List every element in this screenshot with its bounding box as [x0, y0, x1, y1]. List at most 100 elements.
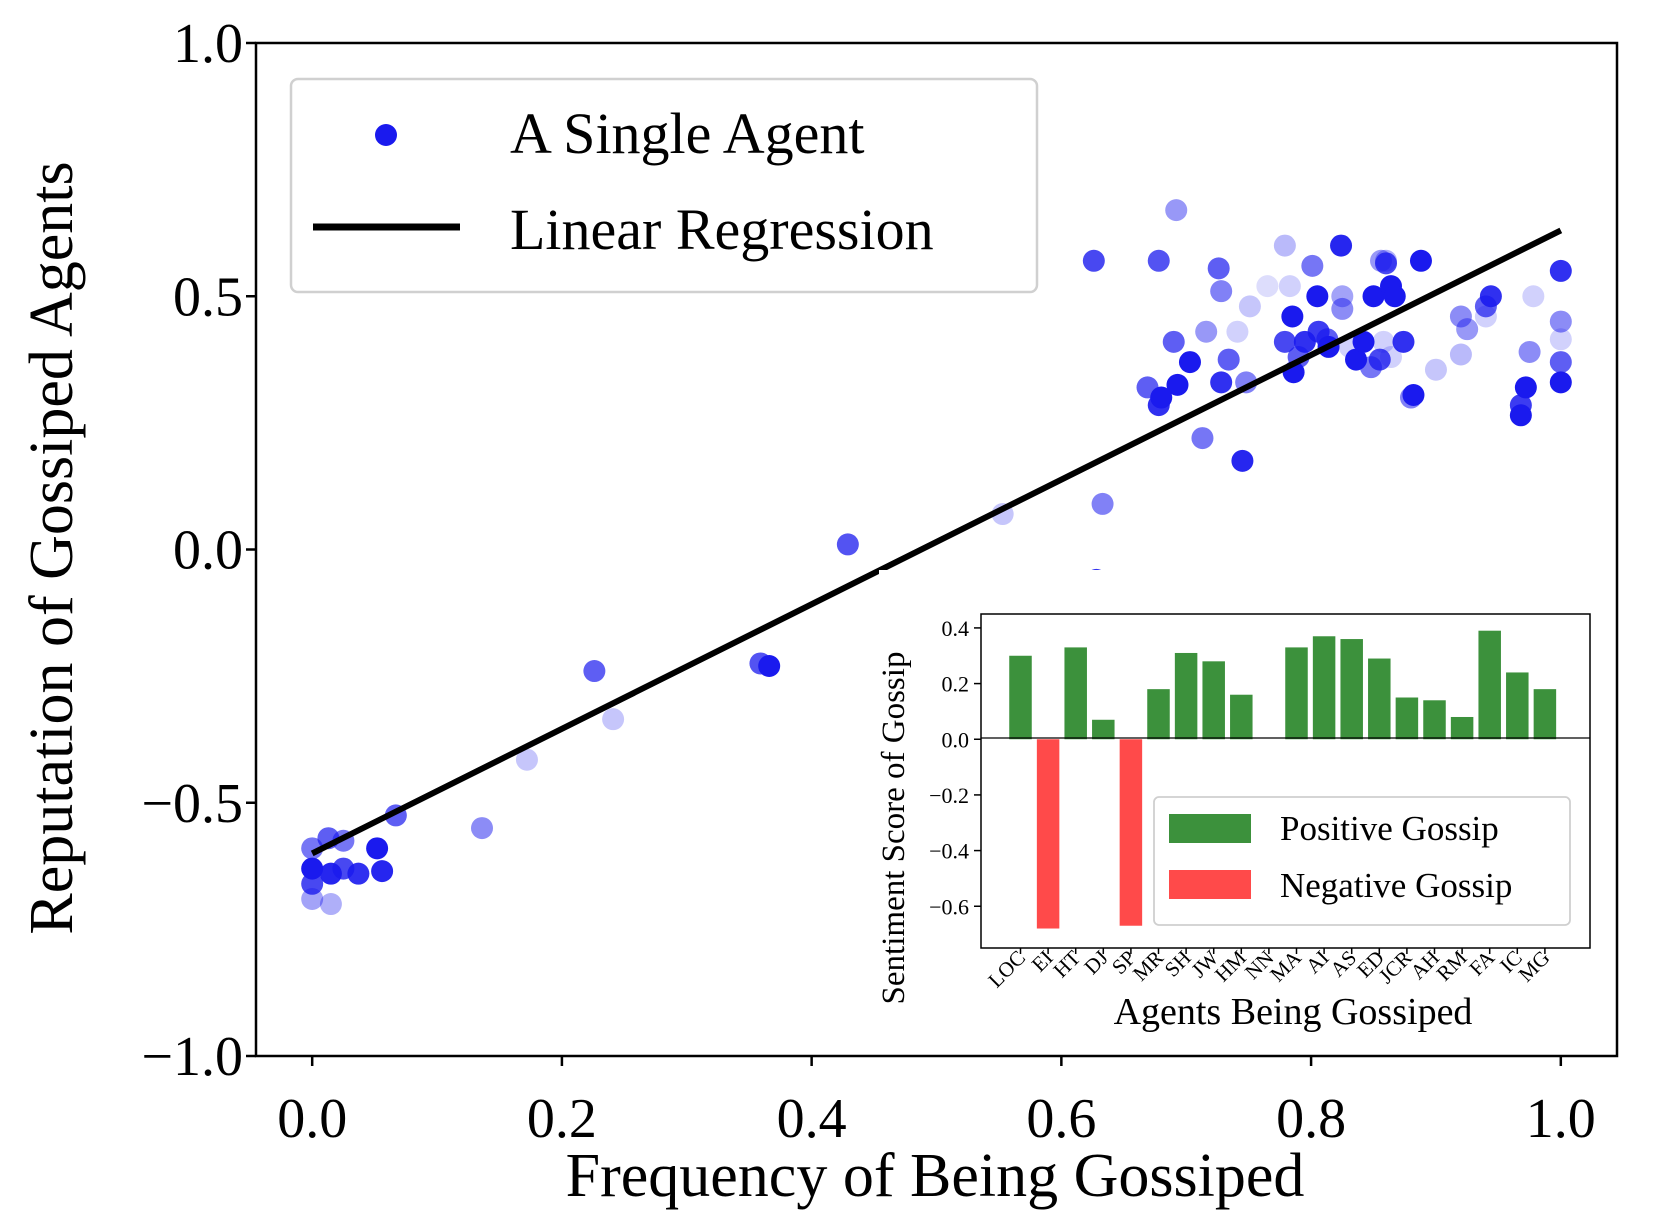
agent-point	[1147, 249, 1170, 272]
agent-point	[758, 654, 781, 677]
y-tick-label: 0.0	[173, 520, 243, 582]
agent-point	[1217, 348, 1240, 371]
agent-point	[319, 893, 342, 916]
agent-point	[1238, 295, 1261, 318]
agent-point	[347, 862, 370, 885]
agent-point	[1449, 343, 1472, 366]
main-legend-box	[289, 77, 1039, 294]
agent-point	[1191, 427, 1214, 450]
agent-point	[1392, 330, 1415, 353]
x-tick-label: 1.0	[1526, 1088, 1596, 1150]
agent-point	[1278, 275, 1301, 298]
inset-bar-ed	[1368, 658, 1391, 740]
agent-point	[371, 860, 394, 883]
inset-bar-ic	[1506, 672, 1529, 740]
inset-bar-ei	[1036, 739, 1060, 929]
agent-point	[1368, 348, 1391, 371]
inset-legend-label-positive: Positive Gossip	[1280, 809, 1499, 848]
x-tick-label: 0.0	[277, 1088, 347, 1150]
y-tick-label: 0.5	[173, 266, 243, 328]
main-plot-frame	[254, 41, 1619, 1058]
agent-point	[1207, 257, 1230, 280]
agent-point	[1082, 249, 1105, 272]
agent-point	[1210, 371, 1233, 394]
main-scatter-points	[301, 199, 1572, 916]
agent-point	[471, 817, 494, 840]
agent-point	[1306, 285, 1329, 308]
agent-point	[1549, 259, 1572, 282]
agent-point	[1514, 376, 1537, 399]
inset-bar-jw	[1202, 661, 1225, 740]
agent-point	[1456, 318, 1479, 341]
inset-bar-fa	[1478, 630, 1501, 740]
inset-bar-rm	[1450, 716, 1474, 740]
inset-bar-mr	[1147, 689, 1170, 740]
agent-point	[1362, 285, 1385, 308]
agent-point	[1162, 330, 1185, 353]
regression-line	[310, 227, 1563, 857]
main-x-axis-label: Frequency of Being Gossiped	[566, 1142, 1305, 1210]
agent-point	[1281, 305, 1304, 328]
agent-point	[1195, 320, 1218, 343]
legend-label-linear-regression: Linear Regression	[510, 197, 934, 262]
agent-point	[1178, 351, 1201, 374]
inset-bar-jcr	[1395, 697, 1419, 740]
agent-point	[836, 533, 859, 556]
main-y-axis-label: Reputation of Gossiped Agents	[18, 161, 86, 934]
inset-bar-chart: Sentiment Score of Gossip Agents Being G…	[876, 570, 1599, 1050]
agent-point	[1256, 275, 1279, 298]
y-tick-label: 1.0	[173, 13, 243, 75]
inset-bar-ai	[1312, 636, 1336, 740]
inset-bar-sh	[1174, 652, 1198, 740]
agent-point	[583, 660, 606, 683]
inset-y-tick-label: 0.4	[942, 616, 970, 641]
agent-point	[1383, 285, 1406, 308]
agent-point	[301, 887, 324, 910]
agent-point	[1150, 386, 1173, 409]
main-legend: A Single Agent Linear Regression	[289, 77, 1039, 294]
agent-point	[1273, 234, 1296, 257]
agent-point	[1372, 330, 1395, 353]
agent-point	[602, 708, 625, 731]
inset-bar-as	[1340, 639, 1363, 740]
agent-point	[1331, 285, 1354, 308]
y-tick-label: −1.0	[141, 1026, 243, 1088]
agent-point	[1231, 449, 1254, 472]
agent-point	[1409, 249, 1432, 272]
inset-y-tick-label: 0.2	[942, 672, 970, 697]
agent-point	[1449, 305, 1472, 328]
agent-point	[1331, 297, 1354, 320]
inset-legend-swatch-positive	[1169, 814, 1251, 843]
agent-point	[1549, 351, 1572, 374]
x-tick-label: 0.6	[1026, 1088, 1096, 1150]
x-tick-label: 0.8	[1276, 1088, 1346, 1150]
inset-legend: Positive Gossip Negative Gossip	[1153, 796, 1571, 926]
inset-bar-ma	[1285, 647, 1308, 740]
legend-label-single-agent: A Single Agent	[510, 101, 864, 166]
agent-point	[1549, 371, 1572, 394]
agent-point	[1091, 492, 1114, 515]
legend-marker-single-agent	[375, 124, 397, 146]
inset-bar-ht	[1064, 647, 1087, 740]
inset-legend-label-negative: Negative Gossip	[1280, 866, 1512, 905]
inset-bar-mg	[1533, 689, 1557, 740]
agent-point	[1509, 404, 1532, 427]
inset-bar-hm	[1230, 694, 1253, 740]
agent-point	[1273, 330, 1296, 353]
agent-point	[301, 857, 324, 880]
inset-bar-sp	[1119, 739, 1143, 926]
x-tick-label: 0.4	[777, 1088, 847, 1150]
agent-point	[1522, 285, 1545, 308]
y-tick-label: −0.5	[141, 773, 243, 835]
inset-y-tick-label: 0.0	[942, 727, 970, 752]
inset-legend-box	[1153, 796, 1571, 926]
main-ticks: 0.0 0.2 0.4 0.6 0.8 1.0 −1.0 −0.5 0.0 0.5 1.0	[141, 13, 1595, 1150]
agent-point	[1210, 280, 1233, 303]
agent-point	[1549, 328, 1572, 351]
agent-point	[1301, 254, 1324, 277]
inset-y-axis-label: Sentiment Score of Gossip	[876, 652, 912, 1005]
agent-point	[1330, 234, 1353, 257]
agent-point	[1549, 310, 1572, 333]
agent-point	[1226, 320, 1249, 343]
